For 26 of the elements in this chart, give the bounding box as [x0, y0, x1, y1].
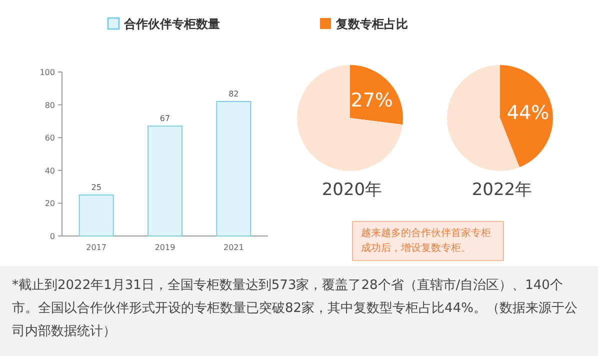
- y-tick-label: 0: [50, 232, 55, 241]
- y-tick-label: 100: [40, 68, 55, 77]
- bar: [78, 194, 114, 236]
- x-tick-label: 2021: [223, 243, 244, 252]
- legend-label: 复数专柜占比: [335, 17, 408, 31]
- data-label: 27%: [350, 89, 393, 112]
- bar: [148, 126, 182, 236]
- y-tick-label: 60: [44, 134, 55, 143]
- pie-slice: [297, 65, 403, 171]
- text: 2022年: [472, 180, 532, 200]
- text: 2020年: [322, 180, 382, 200]
- legend-label: 合作伙伴专柜数量: [123, 17, 220, 31]
- data-label: 67: [160, 114, 170, 124]
- x-tick-label: 2019: [154, 243, 176, 252]
- x-tick-label: 2017: [86, 243, 107, 252]
- y-tick-label: 20: [44, 199, 55, 208]
- bar: [216, 101, 252, 236]
- data-label: 82: [228, 90, 239, 99]
- data-label: 25: [91, 183, 102, 192]
- pie-slice: [350, 65, 403, 125]
- y-tick-label: 80: [44, 100, 55, 110]
- y-tick-label: 40: [44, 166, 55, 176]
- text: 越来越多的合作伙伴首家专柜成功后，增设复数专柜。: [352, 221, 504, 261]
- data-label: 44%: [506, 102, 550, 124]
- pie-slice: [500, 65, 553, 168]
- text: *截止到2022年1月31日，全国专柜数量达到573家，覆盖了28个省（直辖市/自治区）、140个市。全国以合作伙伴形式开设的专柜数量已突破82家，其中复数型专柜占比44%。（数据来源于公司内部数据统计）: [0, 266, 598, 356]
